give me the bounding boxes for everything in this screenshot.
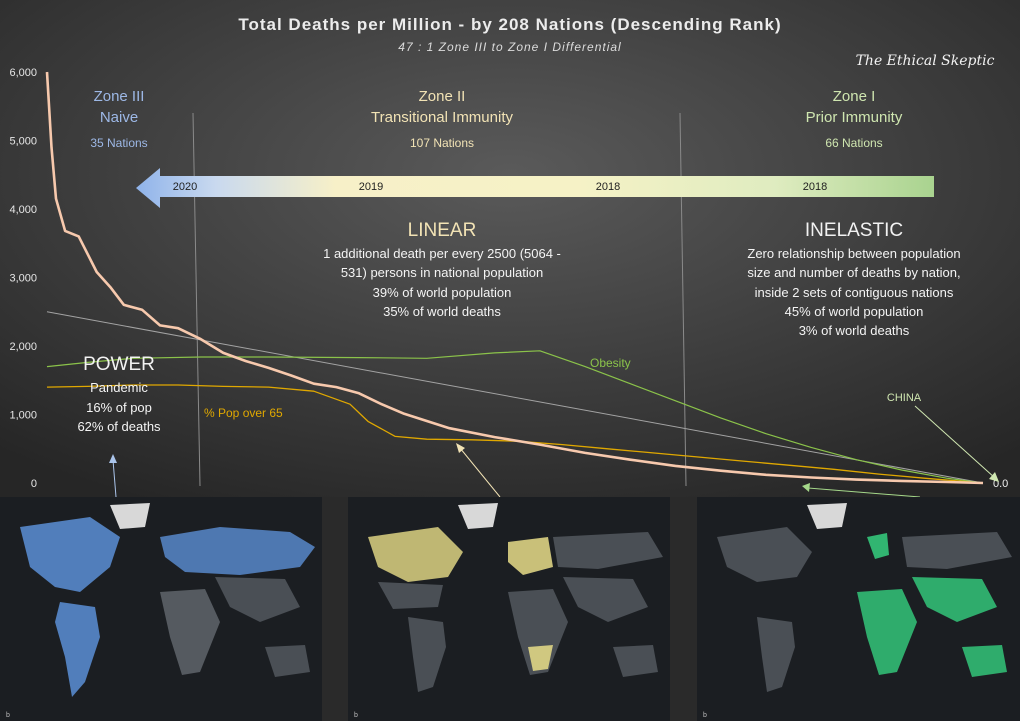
map-zone2: b: [348, 497, 670, 721]
map-zone3-north-america: [20, 517, 120, 592]
zone-divider-2: [679, 112, 687, 487]
power-heading: POWER: [83, 354, 155, 375]
map-zone2-greenland: [458, 503, 498, 529]
map-zone1-south-america: [757, 617, 795, 692]
pop65-label: % Pop over 65: [204, 406, 283, 420]
linear-callout-arrowhead: [456, 443, 465, 453]
china-callout-line: [914, 405, 996, 479]
zone1-callout-line: [807, 487, 921, 497]
map-zone2-africa: [508, 589, 568, 675]
zone2-nations: 107 Nations: [410, 136, 474, 150]
map-zone1-north-america: [717, 527, 812, 582]
linear-callout-line: [459, 447, 501, 497]
timeline-year-3: 2018: [596, 181, 620, 193]
inelastic-line-1: Zero relationship between population: [747, 246, 960, 261]
inelastic-line-4: 45% of world population: [785, 304, 924, 319]
linear-line-1: 1 additional death per every 2500 (5064 …: [323, 246, 561, 261]
chart-background: [0, 0, 1020, 497]
map-zone1-africa: [857, 589, 917, 675]
map-zone1-russia: [902, 532, 1012, 569]
obesity-line: [46, 350, 984, 484]
map-zone3-africa: [160, 589, 220, 675]
brand-logo: The Ethical Skeptic: [856, 53, 995, 69]
map-zone2-bing-logo: b: [354, 712, 358, 719]
zone1-nations: 66 Nations: [825, 136, 882, 150]
chart-title: Total Deaths per Million - by 208 Nation…: [238, 15, 781, 34]
power-callout-line: [112, 459, 117, 497]
linear-line-2: 531) persons in national population: [341, 265, 543, 280]
zone2-subtitle: Transitional Immunity: [371, 109, 513, 126]
zone3-title: Zone III: [94, 88, 145, 105]
zone-divider-1: [192, 112, 201, 487]
map-zone1-bing-logo: b: [703, 712, 707, 719]
map-zone3-south-america: [55, 602, 100, 697]
inelastic-line-5: 3% of world deaths: [799, 323, 910, 338]
y-tick-label: 5,000: [9, 136, 37, 148]
map-zone1-scandinavia: [867, 533, 889, 559]
y-tick-label: 2,000: [9, 341, 37, 353]
map-zone2-asia: [563, 577, 648, 622]
power-callout-arrowhead: [109, 454, 117, 463]
map-zone2-south-africa: [528, 645, 553, 671]
map-zone3-greenland: [110, 503, 150, 529]
zone3-subtitle: Naive: [100, 109, 138, 126]
map-zone1-greenland: [807, 503, 847, 529]
map-zone3: b: [0, 497, 322, 721]
map-zone3-asia: [215, 577, 300, 622]
linear-line-3: 39% of world population: [373, 285, 512, 300]
linear-heading: LINEAR: [408, 220, 477, 241]
zone1-title: Zone I: [833, 88, 876, 105]
zone1-callout-arrowhead: [802, 483, 810, 492]
y-tick-label: 4,000: [9, 204, 37, 216]
y-axis: 0 1,000 2,000 3,000 4,000 5,000 6,000: [9, 67, 37, 490]
map-zone2-south-america: [408, 617, 446, 692]
deaths-line: [45, 71, 984, 485]
inelastic-heading: INELASTIC: [805, 220, 903, 241]
china-label: CHINA: [887, 392, 922, 404]
map-zone2-australia: [613, 645, 658, 677]
map-zone2-svg: [348, 497, 670, 721]
y-tick-label: 6,000: [9, 67, 37, 79]
power-line-2: 16% of pop: [86, 400, 152, 415]
timeline-year-1: 2020: [173, 181, 197, 193]
map-zone1-svg: [697, 497, 1020, 721]
y-tick-label: 3,000: [9, 273, 37, 285]
map-zone1-asia: [912, 577, 997, 622]
map-zone2-russia: [553, 532, 663, 569]
map-zone3-australia: [265, 645, 310, 677]
power-line-1: Pandemic: [90, 380, 148, 395]
map-zone2-europe: [508, 537, 553, 575]
chart-subtitle: 47 : 1 Zone III to Zone I Differential: [398, 40, 621, 54]
series-layer: [45, 71, 984, 485]
timeline-year-4: 2018: [803, 181, 827, 193]
obesity-label: Obesity: [590, 356, 631, 370]
zone-dividers: [192, 112, 687, 487]
y-tick-label: 1,000: [9, 410, 37, 422]
map-zone3-eurasia: [160, 527, 315, 575]
timeline-year-2: 2019: [359, 181, 383, 193]
chart-canvas: 0 1,000 2,000 3,000 4,000 5,000 6,000 2020 201…: [0, 0, 1020, 497]
map-zone2-usa: [378, 582, 443, 609]
zone2-title: Zone II: [419, 88, 466, 105]
map-zone3-svg: [0, 497, 322, 721]
inelastic-line-2: size and number of deaths by nation,: [747, 265, 960, 280]
timeline-arrow: 2020 2019 2018 2018: [136, 168, 934, 208]
zone3-nations: 35 Nations: [90, 136, 147, 150]
linear-line-4: 35% of world deaths: [383, 304, 501, 319]
callout-arrows: [109, 405, 999, 497]
timeline-arrow-shape: [136, 168, 934, 208]
y-tick-label: 0: [31, 478, 37, 490]
map-zone1: b: [697, 497, 1020, 721]
map-zone2-canada: [368, 527, 463, 582]
inelastic-line-3: inside 2 sets of contiguous nations: [755, 285, 954, 300]
pop65-line: [46, 384, 984, 484]
china-callout-arrowhead: [989, 472, 999, 482]
zone1-subtitle: Prior Immunity: [806, 109, 903, 126]
map-zone1-australia: [962, 645, 1007, 677]
power-line-3: 62% of deaths: [77, 419, 161, 434]
map-zone3-bing-logo: b: [6, 712, 10, 719]
